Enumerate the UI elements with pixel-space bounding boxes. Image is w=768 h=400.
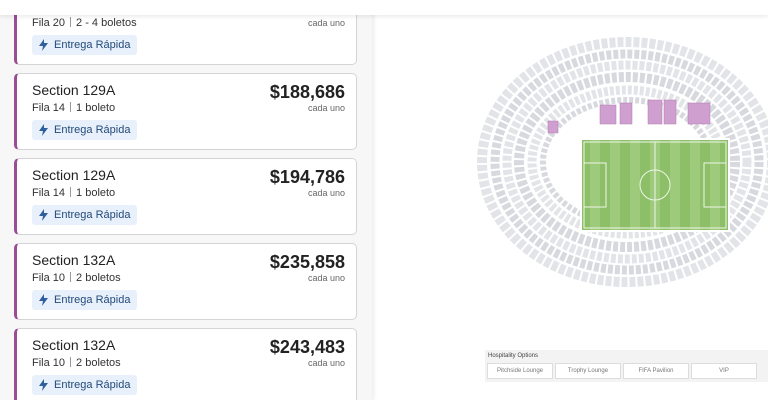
hospitality-option[interactable]: FIFA Pavilion xyxy=(623,363,689,379)
bolt-icon xyxy=(39,39,48,51)
listing-card[interactable]: Section 129A $188,686 Fila 14 1 boleto cada … xyxy=(14,73,357,150)
ticket-count: 2 boletos xyxy=(76,272,121,284)
row-info: Fila 10 2 boletos xyxy=(32,357,121,369)
map-section[interactable] xyxy=(547,120,559,134)
separator xyxy=(70,17,72,27)
ticket-count: 1 boleto xyxy=(76,102,116,114)
section-name: Section 129A xyxy=(32,167,116,183)
row-number: Fila 14 xyxy=(32,187,66,199)
section-name: Section 132A xyxy=(32,252,116,268)
section-name: Section 129A xyxy=(32,82,116,98)
badge-text: Entrega Rápida xyxy=(54,39,131,51)
badge-text: Entrega Rápida xyxy=(54,294,131,306)
separator xyxy=(70,357,72,367)
delivery-badge: Entrega Rápida xyxy=(32,120,138,140)
bolt-icon xyxy=(39,379,48,391)
listing-card[interactable]: Section 132A $235,858 Fila 10 2 boletos cada… xyxy=(14,243,357,320)
price: $194,786 xyxy=(269,167,345,187)
row-info: Fila 20 2 - 4 boletos xyxy=(32,17,137,29)
price-note: cada uno xyxy=(307,18,345,28)
row-info: Fila 14 1 boleto xyxy=(32,187,115,199)
price: $235,858 xyxy=(269,252,345,272)
listing-card[interactable]: Section 129A $194,786 Fila 14 1 boleto cada … xyxy=(14,158,357,235)
delivery-badge: Entrega Rápida xyxy=(32,375,138,395)
row-info: Fila 10 2 boletos xyxy=(32,272,121,284)
hospitality-option[interactable]: VIP xyxy=(691,363,757,379)
price: $243,483 xyxy=(269,337,345,357)
map-section[interactable] xyxy=(599,104,617,125)
listing-card[interactable]: Section 132A $243,483 Fila 10 2 boletos cada… xyxy=(14,328,357,400)
row-number: Fila 14 xyxy=(32,102,66,114)
map-section[interactable] xyxy=(663,99,677,125)
row-number: Fila 10 xyxy=(32,357,66,369)
listing-panel: Fila 20 2 - 4 boletos cada uno Entrega Rápi… xyxy=(0,0,372,400)
map-section[interactable] xyxy=(647,99,663,125)
bolt-icon xyxy=(39,294,48,306)
badge-text: Entrega Rápida xyxy=(54,209,131,221)
map-section[interactable] xyxy=(687,102,711,125)
hospitality-option[interactable]: Trophy Lounge xyxy=(555,363,621,379)
ticket-count: 1 boleto xyxy=(76,187,116,199)
separator xyxy=(70,187,72,197)
ticket-count: 2 boletos xyxy=(76,357,121,369)
section-name: Section 132A xyxy=(32,337,116,353)
price-note: cada uno xyxy=(307,358,345,368)
price-note: cada uno xyxy=(307,188,345,198)
legend-title: Hospitality Options xyxy=(488,353,539,359)
stadium-map[interactable] xyxy=(372,15,768,350)
price: $188,686 xyxy=(269,82,345,102)
ticket-count: 2 - 4 boletos xyxy=(76,17,137,29)
bolt-icon xyxy=(39,209,48,221)
badge-text: Entrega Rápida xyxy=(54,124,131,136)
row-info: Fila 14 1 boleto xyxy=(32,102,115,114)
delivery-badge: Entrega Rápida xyxy=(32,205,138,225)
delivery-badge: Entrega Rápida xyxy=(32,290,138,310)
hospitality-legend: Hospitality Options Pitchside Lounge Trop… xyxy=(485,350,768,382)
price-note: cada uno xyxy=(307,103,345,113)
row-number: Fila 20 xyxy=(32,17,66,29)
separator xyxy=(70,102,72,112)
row-number: Fila 10 xyxy=(32,272,66,284)
badge-text: Entrega Rápida xyxy=(54,379,131,391)
hospitality-option[interactable]: Pitchside Lounge xyxy=(487,363,553,379)
price-note: cada uno xyxy=(307,273,345,283)
map-section[interactable] xyxy=(619,102,633,125)
separator xyxy=(70,272,72,282)
delivery-badge: Entrega Rápida xyxy=(32,35,138,55)
bolt-icon xyxy=(39,124,48,136)
top-bar xyxy=(0,0,768,15)
